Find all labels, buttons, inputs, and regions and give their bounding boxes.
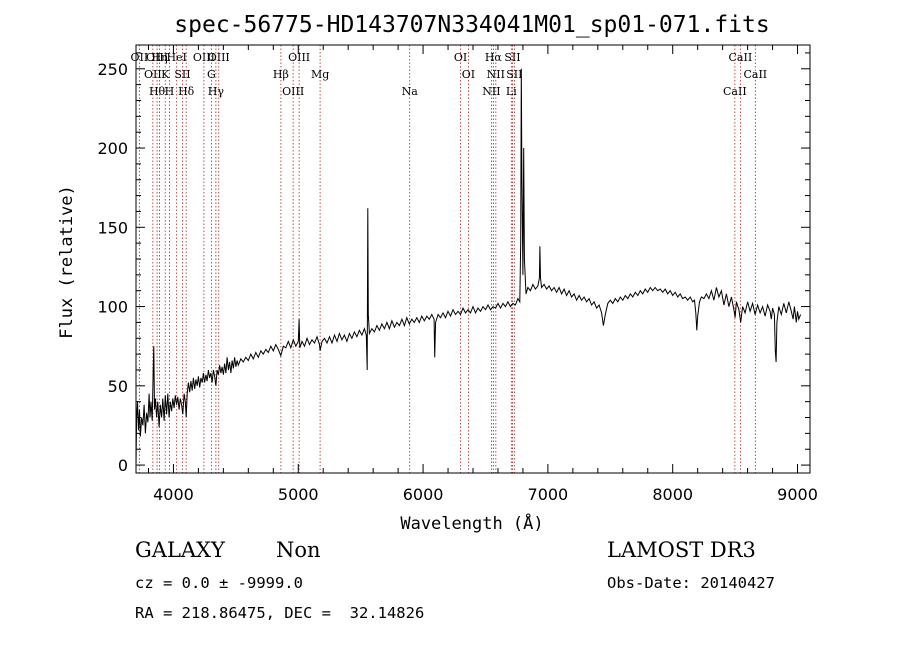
line-marker-label: CaII <box>723 85 747 98</box>
line-marker-label: OI <box>454 51 467 64</box>
line-markers <box>138 45 756 473</box>
line-marker-label: OII <box>144 68 162 81</box>
y-tick-label: 200 <box>97 139 128 158</box>
line-marker-label: Hα <box>485 51 503 64</box>
y-tick-label: 250 <box>97 60 128 79</box>
object-class: GALAXY <box>135 538 225 562</box>
x-tick-label: 7000 <box>528 485 569 504</box>
line-marker-label: K <box>161 68 170 81</box>
y-axis-ticks: 0 50 100 150 200 250 <box>97 52 810 475</box>
line-marker-label: OIII <box>193 51 215 64</box>
line-marker-label: OIII <box>146 51 168 64</box>
coordinates: RA = 218.86475, DEC = 32.14826 <box>135 604 425 622</box>
y-tick-label: 150 <box>97 218 128 237</box>
y-tick-label: 50 <box>108 377 128 396</box>
line-marker-label: CaII <box>729 51 753 64</box>
x-tick-label: 6000 <box>403 485 444 504</box>
chart-title: spec-56775-HD143707N334041M01_sp01-071.f… <box>174 12 769 38</box>
line-marker-label: Hδ <box>178 85 195 98</box>
line-marker-label: SII <box>506 68 522 81</box>
line-marker-label: OIII <box>288 51 310 64</box>
y-tick-label: 100 <box>97 298 128 317</box>
x-axis-label: Wavelength (Å) <box>400 512 543 534</box>
line-marker-label: OIII <box>282 85 304 98</box>
spectrum-line <box>135 68 802 466</box>
line-marker-label: Mg <box>311 68 329 81</box>
line-marker-labels: OIIOIIHθOIIIHηKHHeISIIHδOIIIGHγOIIIHβOII… <box>131 51 768 98</box>
line-marker-label: NII <box>487 68 505 81</box>
redshift-cz: cz = 0.0 ± -9999.0 <box>135 574 303 592</box>
survey-name: LAMOST DR3 <box>607 538 756 562</box>
x-tick-label: 4000 <box>153 485 194 504</box>
line-marker-label: OII <box>131 51 149 64</box>
line-marker-label: OI <box>462 68 475 81</box>
plot-frame <box>135 44 811 474</box>
x-tick-label: 5000 <box>278 485 319 504</box>
y-axis-label: Flux (relative) <box>57 185 77 339</box>
line-marker-label: Li <box>506 85 517 98</box>
line-marker-label: Hη <box>151 51 167 64</box>
line-marker-label: Hθ <box>149 85 166 98</box>
x-tick-label: 9000 <box>777 485 818 504</box>
line-marker-label: Hγ <box>208 85 225 98</box>
line-marker-label: Hβ <box>273 68 289 81</box>
line-marker-label: NII <box>482 85 500 98</box>
obs-date: Obs-Date: 20140427 <box>607 574 775 592</box>
line-marker-label: Na <box>402 85 419 98</box>
line-marker-label: HeI <box>166 51 186 64</box>
object-subclass: Non <box>276 538 321 562</box>
y-tick-label: 0 <box>118 456 128 475</box>
line-marker-label: SII <box>174 68 190 81</box>
line-marker-label: CaII <box>743 68 767 81</box>
line-marker-label: H <box>165 85 175 98</box>
x-tick-label: 8000 <box>652 485 693 504</box>
x-axis-ticks: 4000 5000 6000 7000 8000 9000 <box>147 45 818 504</box>
line-marker-label: OIII <box>208 51 230 64</box>
line-marker-label: G <box>207 68 216 81</box>
line-marker-label: SII <box>504 51 520 64</box>
